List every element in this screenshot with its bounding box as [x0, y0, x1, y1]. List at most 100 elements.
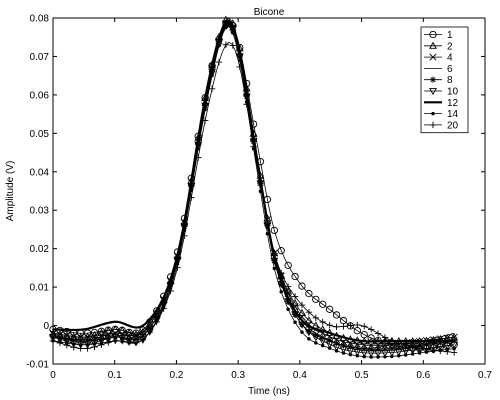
- data-point: [326, 305, 334, 313]
- data-point: [203, 107, 207, 112]
- data-point: [305, 327, 313, 335]
- data-point: [222, 41, 230, 48]
- data-point: [318, 337, 327, 346]
- data-point: [270, 226, 278, 235]
- data-point: [339, 346, 348, 354]
- y-tick-label: 0.01: [30, 283, 50, 294]
- data-point: [304, 329, 313, 337]
- y-tick-label: 0.02: [30, 244, 50, 255]
- data-point: [298, 321, 306, 329]
- data-point: [98, 335, 105, 343]
- data-point: [104, 335, 113, 343]
- data-point: [430, 340, 437, 347]
- data-point: [229, 42, 237, 49]
- data-point: [188, 194, 195, 201]
- data-point: [224, 25, 228, 30]
- data-point: [264, 219, 271, 227]
- data-point: [304, 316, 313, 324]
- data-point: [362, 354, 366, 359]
- data-point: [167, 287, 174, 295]
- data-point: [277, 247, 285, 255]
- legend-label: 8: [447, 75, 453, 86]
- chart-title: Bicone: [254, 7, 285, 18]
- data-point: [332, 311, 341, 319]
- legend-marker: [429, 87, 437, 96]
- data-point: [298, 282, 306, 290]
- data-point: [347, 343, 354, 351]
- data-point: [293, 320, 297, 324]
- data-point: [284, 261, 292, 269]
- data-point: [374, 346, 382, 353]
- data-point: [334, 349, 339, 353]
- data-point: [237, 58, 242, 63]
- data-point: [450, 337, 458, 345]
- plot-frame: [52, 17, 486, 365]
- data-point: [125, 337, 134, 345]
- data-point: [49, 334, 57, 342]
- data-point: [63, 342, 71, 349]
- legend-label: 12: [447, 98, 459, 109]
- data-point: [118, 337, 126, 345]
- data-point: [49, 337, 57, 345]
- data-point: [333, 340, 340, 347]
- data-point: [381, 334, 389, 341]
- data-point: [174, 264, 181, 271]
- data-point: [278, 269, 285, 277]
- legend-entry: 20: [424, 120, 459, 131]
- data-point: [91, 343, 98, 351]
- data-point: [77, 337, 84, 345]
- legend-marker: [429, 121, 437, 129]
- data-point: [403, 353, 408, 357]
- data-point: [298, 308, 306, 316]
- data-point: [360, 349, 369, 357]
- data-point: [271, 250, 278, 257]
- legend-label: 2: [447, 41, 453, 52]
- data-point: [374, 330, 382, 337]
- data-point: [369, 355, 373, 359]
- data-point: [388, 337, 396, 344]
- data-point: [450, 349, 458, 356]
- legend-label: 20: [447, 120, 459, 131]
- data-point: [307, 337, 311, 341]
- data-point: [305, 309, 313, 316]
- data-point: [201, 117, 209, 124]
- legend-marker: [429, 53, 437, 61]
- data-point: [90, 339, 99, 348]
- y-axis: -0.01 0 0.01 0.02 0.03 0.04 0.05 0.06 0.07 0.08: [26, 14, 485, 371]
- data-point: [325, 341, 334, 349]
- data-point: [291, 272, 299, 281]
- data-point: [112, 337, 119, 345]
- data-point: [222, 22, 230, 29]
- data-point: [333, 323, 340, 330]
- data-point: [395, 344, 403, 352]
- data-point: [423, 345, 430, 353]
- data-point: [387, 349, 396, 357]
- data-point: [231, 31, 235, 35]
- y-tick-label: -0.01: [26, 360, 49, 371]
- data-point: [367, 350, 376, 358]
- data-point: [327, 346, 332, 350]
- series-layer: [49, 15, 459, 359]
- data-point: [320, 343, 325, 348]
- data-point: [409, 343, 416, 350]
- legend-entry: 1: [424, 30, 453, 41]
- data-point: [312, 314, 320, 321]
- data-point: [243, 101, 250, 108]
- data-point: [339, 338, 348, 346]
- data-point: [416, 344, 423, 352]
- data-point: [395, 339, 403, 347]
- data-point: [401, 348, 410, 356]
- legend-marker: [429, 30, 437, 39]
- legend-entry: 14: [424, 109, 459, 120]
- data-point: [326, 337, 333, 344]
- data-point: [305, 289, 313, 298]
- data-point: [355, 353, 360, 358]
- data-point: [367, 346, 375, 353]
- data-point: [195, 154, 202, 161]
- data-point: [70, 337, 77, 344]
- data-point: [346, 347, 355, 356]
- data-point: [63, 327, 71, 336]
- data-point: [423, 341, 430, 348]
- data-point: [333, 336, 341, 344]
- y-tick-label: 0: [43, 321, 49, 332]
